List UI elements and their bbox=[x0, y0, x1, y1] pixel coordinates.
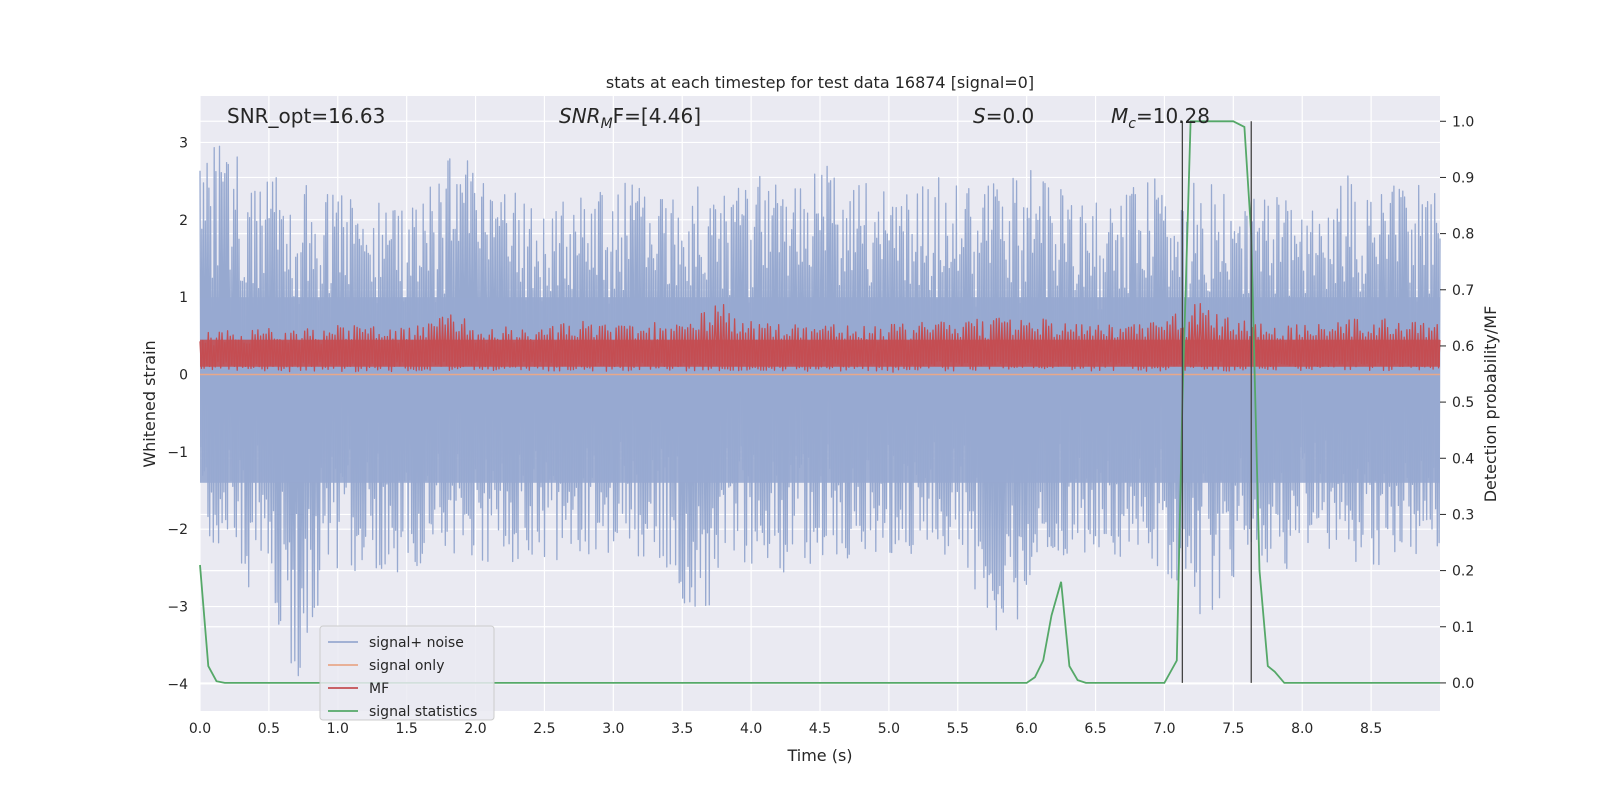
s-main: S bbox=[973, 104, 986, 128]
x-tick-label: 1.5 bbox=[396, 721, 418, 737]
x-tick-label: 0.5 bbox=[258, 721, 280, 737]
signal-noise-core-band bbox=[200, 297, 1440, 483]
y-right-tick-label: 0.0 bbox=[1452, 676, 1474, 692]
x-tick-label: 3.5 bbox=[671, 721, 693, 737]
y-right-tick-label: 0.5 bbox=[1452, 395, 1474, 411]
legend-label-signal-noise: signal+ noise bbox=[369, 635, 464, 651]
snr-mf-annotation: SNRMF=[4.46] bbox=[559, 104, 701, 132]
y-tick-label: −3 bbox=[167, 600, 188, 616]
s-annotation: S=0.0 bbox=[973, 104, 1034, 128]
legend-label-signal-statistics: signal statistics bbox=[369, 704, 477, 720]
y-right-tick-label: 1.0 bbox=[1452, 114, 1474, 130]
legend-label-signal-only: signal only bbox=[369, 658, 444, 674]
x-tick-label: 6.5 bbox=[1084, 721, 1106, 737]
snr-opt-annotation: SNR_opt=16.63 bbox=[227, 104, 385, 128]
y-right-tick-label: 0.6 bbox=[1452, 339, 1474, 355]
x-tick-label: 8.0 bbox=[1291, 721, 1313, 737]
legend-label-mf: MF bbox=[369, 681, 389, 697]
x-tick-label: 8.5 bbox=[1360, 721, 1382, 737]
vertical-markers bbox=[1181, 121, 1252, 683]
x-tick-label: 4.0 bbox=[740, 721, 762, 737]
mc-main: M bbox=[1111, 104, 1128, 128]
legend: signal+ noise signal only MF signal statist… bbox=[319, 625, 495, 721]
legend-box bbox=[319, 625, 495, 721]
y-right-tick-label: 0.4 bbox=[1452, 451, 1474, 467]
axis-ticks: 0.0 0.5 1.0 1.5 2.0 2.5 3.0 3.5 4.0 4.5 5.0 5.5 6.0 6… bbox=[167, 114, 1474, 737]
y-right-tick-label: 0.9 bbox=[1452, 170, 1474, 186]
x-tick-label: 2.5 bbox=[533, 721, 555, 737]
mc-sub: c bbox=[1128, 116, 1136, 132]
mc-rest: =10.28 bbox=[1136, 104, 1210, 128]
y-tick-label: 3 bbox=[179, 135, 188, 151]
y-tick-label: 2 bbox=[179, 213, 188, 229]
x-tick-label: 7.0 bbox=[1153, 721, 1175, 737]
signal-noise-series bbox=[199, 145, 1441, 677]
mf-core-band bbox=[200, 339, 1440, 367]
y-right-tick-label: 0.8 bbox=[1452, 227, 1474, 243]
y-tick-label: −1 bbox=[167, 445, 188, 461]
x-tick-label: 5.0 bbox=[878, 721, 900, 737]
y-right-tick-label: 0.1 bbox=[1452, 620, 1474, 636]
snr-mf-rest: F=[4.46] bbox=[613, 104, 701, 128]
chart-title: stats at each timestep for test data 168… bbox=[606, 73, 1034, 92]
y-right-tick-label: 0.3 bbox=[1452, 507, 1474, 523]
x-tick-label: 1.0 bbox=[327, 721, 349, 737]
y-tick-label: 0 bbox=[179, 367, 188, 383]
x-tick-label: 5.5 bbox=[947, 721, 969, 737]
y-tick-label: −2 bbox=[167, 522, 188, 538]
snr-mf-main: SNR bbox=[559, 104, 601, 128]
x-tick-label: 6.0 bbox=[1016, 721, 1038, 737]
y-tick-label: −4 bbox=[167, 677, 188, 693]
x-tick-label: 2.0 bbox=[464, 721, 486, 737]
x-tick-label: 0.0 bbox=[189, 721, 211, 737]
x-tick-label: 4.5 bbox=[809, 721, 831, 737]
data-layer bbox=[199, 120, 1441, 684]
x-axis-label: Time (s) bbox=[786, 746, 852, 765]
x-tick-label: 3.0 bbox=[602, 721, 624, 737]
s-rest: =0.0 bbox=[986, 104, 1035, 128]
y-right-tick-label: 0.7 bbox=[1452, 283, 1474, 299]
mf-series bbox=[199, 303, 1441, 373]
y-right-tick-label: 0.2 bbox=[1452, 564, 1474, 580]
x-tick-label: 7.5 bbox=[1222, 721, 1244, 737]
snr-mf-sub: M bbox=[601, 116, 613, 132]
y-axis-right-label: Detection probability/MF bbox=[1481, 306, 1500, 503]
y-axis-label: Whitened strain bbox=[140, 340, 159, 467]
mc-annotation: Mc=10.28 bbox=[1111, 104, 1210, 132]
y-tick-label: 1 bbox=[179, 290, 188, 306]
